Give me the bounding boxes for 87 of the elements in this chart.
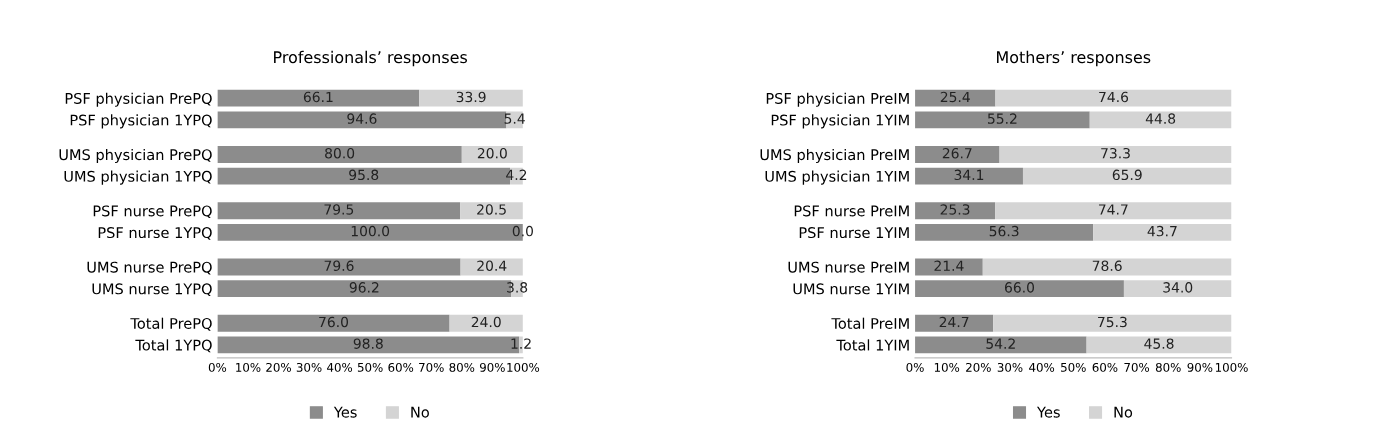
y-tick-label: PSF physician PreIM [766, 92, 909, 107]
y-tick-label: Total PrePQ [130, 317, 212, 331]
legend-label: Yes [333, 406, 357, 418]
data-label: 80.0 [325, 147, 355, 159]
y-tick-label: Total 1YIM [836, 339, 909, 351]
data-label: 24.0 [471, 316, 501, 328]
y-tick-label: UMS nurse 1YIM [793, 283, 909, 295]
data-label: 65.9 [1112, 169, 1142, 181]
data-label: 1.2 [511, 338, 531, 349]
data-label: 66.0 [1004, 282, 1035, 293]
x-tick-label: 40% [1029, 362, 1055, 372]
data-label: 94.6 [347, 113, 377, 124]
data-label: 34.0 [1163, 282, 1193, 293]
data-label: 54.2 [986, 338, 1015, 349]
y-tick-label: UMS physician PreIM [760, 148, 909, 164]
x-tick-label: 60% [1092, 362, 1118, 372]
y-tick-label: UMS physician 1YPQ [64, 170, 212, 185]
data-label: 34.1 [954, 169, 984, 181]
y-tick-label: UMS physician PrePQ [59, 148, 212, 164]
x-tick-label: 80% [449, 362, 475, 372]
data-label: 100.0 [351, 225, 390, 237]
data-label: 44.8 [1145, 113, 1176, 124]
data-label: 73.3 [1101, 147, 1130, 159]
y-tick-label: PSF nurse PrePQ [93, 205, 212, 219]
data-label: 26.7 [942, 147, 972, 159]
data-label: 56.3 [989, 225, 1019, 237]
x-tick-label: 50% [1061, 362, 1086, 372]
data-label: 5.4 [504, 113, 525, 124]
data-label: 20.4 [477, 260, 507, 271]
x-tick-label: 70% [419, 362, 444, 372]
y-tick-label: UMS nurse 1YPQ [92, 283, 212, 297]
data-label: 74.7 [1098, 204, 1128, 215]
x-tick-label: 100% [1215, 362, 1248, 372]
x-tick-label: 90% [479, 362, 505, 372]
data-label: 4.2 [506, 169, 527, 180]
y-tick-label: PSF physician 1YIM [771, 114, 909, 129]
data-label: 79.6 [324, 260, 354, 271]
data-label: 3.8 [507, 282, 528, 293]
chart-title: Mothers’ responses [997, 50, 1151, 67]
x-tick-label: 10% [934, 362, 960, 372]
data-label: 55.2 [988, 113, 1017, 124]
data-label: 66.1 [303, 91, 333, 103]
y-tick-label: UMS nurse PrePQ [87, 261, 212, 275]
y-tick-label: PSF nurse 1YIM [799, 227, 909, 239]
x-tick-label: 20% [266, 362, 291, 372]
x-tick-label: 0% [208, 362, 227, 372]
data-label: 74.6 [1099, 91, 1129, 103]
y-tick-label: PSF nurse PreIM [794, 205, 909, 217]
x-tick-label: 0% [906, 362, 924, 372]
data-label: 45.8 [1144, 338, 1174, 349]
data-label: 98.8 [353, 338, 383, 349]
data-label: 24.7 [939, 316, 969, 328]
data-label: 20.5 [477, 204, 506, 215]
data-label: 96.2 [349, 282, 379, 293]
y-tick-label: PSF nurse 1YPQ [98, 227, 212, 240]
y-tick-label: UMS physician 1YIM [765, 170, 909, 185]
data-label: 79.5 [324, 204, 354, 215]
data-label: 76.0 [319, 316, 349, 328]
x-tick-label: 10% [236, 362, 261, 372]
data-label: 25.4 [940, 91, 970, 103]
legend-label: No [1114, 406, 1133, 418]
x-tick-label: 50% [357, 362, 383, 372]
data-label: 33.9 [456, 91, 486, 103]
x-tick-label: 20% [966, 362, 991, 372]
data-label: 21.4 [934, 260, 964, 271]
data-label: 20.0 [477, 147, 507, 159]
x-tick-label: 30% [296, 362, 322, 372]
y-tick-label: Total 1YPQ [135, 339, 212, 353]
y-tick-label: UMS nurse PreIM [788, 261, 909, 273]
y-tick-label: PSF physician 1YPQ [70, 114, 212, 129]
x-tick-label: 70% [1124, 362, 1150, 372]
x-tick-label: 100% [507, 362, 540, 372]
legend-label: No [411, 406, 429, 418]
x-tick-label: 90% [1187, 362, 1213, 372]
data-label: 25.3 [940, 204, 970, 215]
legend-label: Yes [1036, 406, 1060, 418]
data-label: 75.3 [1098, 316, 1127, 328]
x-tick-label: 30% [997, 362, 1023, 372]
y-tick-label: Total PreIM [831, 317, 909, 329]
data-label: 95.8 [349, 169, 379, 181]
x-tick-label: 40% [327, 362, 353, 372]
x-tick-label: 80% [1155, 362, 1181, 372]
y-tick-label: PSF physician PrePQ [65, 92, 212, 107]
data-label: 78.6 [1092, 260, 1122, 271]
x-tick-label: 60% [388, 362, 414, 372]
chart-title: Professionals’ responses [274, 50, 468, 67]
data-label: 43.7 [1147, 225, 1177, 237]
